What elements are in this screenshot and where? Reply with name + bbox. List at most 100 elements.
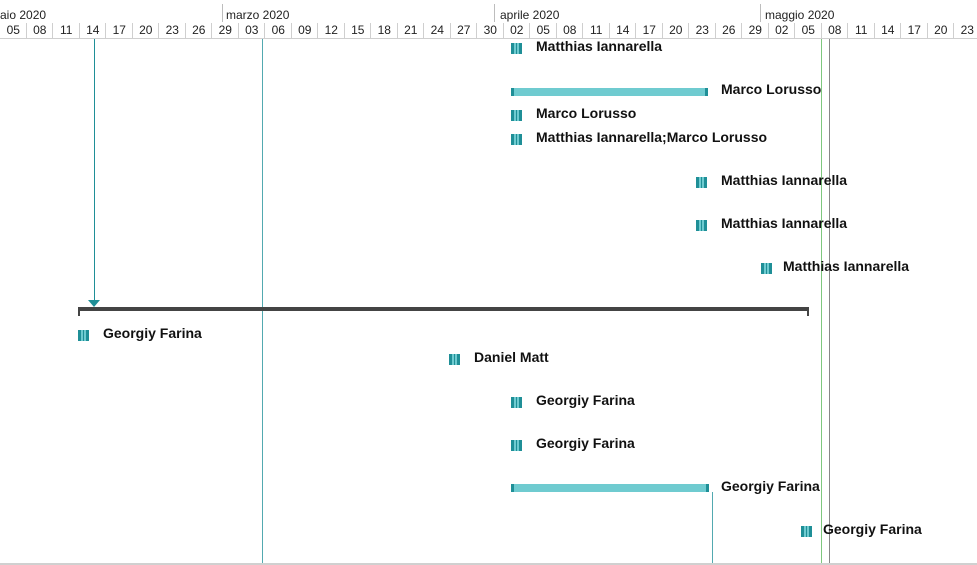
task-milestone-10[interactable] [511,440,522,451]
day-label: 14 [86,23,100,37]
day-separator [449,23,451,38]
task-label: Matthias Iannarella;Marco Lorusso [536,129,768,145]
day-label: 29 [218,23,232,37]
month-separator [494,4,495,22]
day-separator [423,23,424,38]
day-separator [847,23,848,38]
day-label: 29 [748,23,762,37]
day-separator [953,23,954,38]
task-milestone-11[interactable] [801,526,812,537]
day-separator [661,23,663,38]
summary-bar[interactable] [78,307,809,311]
month-separator [760,4,761,22]
day-separator [529,23,530,38]
day-separator [820,23,822,38]
day-separator [317,23,318,38]
task-label: Georgiy Farina [536,435,635,451]
day-label: 30 [483,23,497,37]
day-label: 05 [6,23,20,37]
day-label: 02 [775,23,789,37]
task-label: Marco Lorusso [721,81,822,97]
month-label: aprile 2020 [500,8,560,22]
day-separator [555,23,557,38]
day-separator [290,23,292,38]
summary-bar-start-cap [78,309,80,316]
today-marker-icon [88,300,100,307]
gridline-marzo [262,39,263,565]
day-label: 11 [60,23,73,37]
day-label: 20 [934,23,948,37]
day-label: 26 [722,23,736,37]
task-milestone-7[interactable] [78,330,89,341]
day-label: 11 [855,23,868,37]
day-separator [741,23,742,38]
day-label: 03 [245,23,259,37]
day-separator [794,23,795,38]
day-label: 23 [960,23,974,37]
day-label: 20 [669,23,683,37]
month-separator [222,4,223,22]
day-separator [767,23,769,38]
day-separator [476,23,477,38]
day-label: 02 [510,23,524,37]
day-separator [688,23,689,38]
day-separator [52,23,53,38]
day-separator [714,23,716,38]
day-separator [370,23,371,38]
marker-line-2 [829,39,830,565]
day-label: 11 [590,23,603,37]
day-label: 15 [351,23,365,37]
day-separator [502,23,504,38]
task-milestone-9[interactable] [511,397,522,408]
day-separator [608,23,610,38]
marker-line-1 [821,39,822,565]
day-label: 06 [271,23,285,37]
day-separator [158,23,159,38]
day-separator [25,23,27,38]
day-label: 23 [165,23,179,37]
day-label: 17 [112,23,126,37]
header-divider [0,38,977,39]
task-milestone-4[interactable] [696,177,707,188]
day-label: 23 [695,23,709,37]
month-label: marzo 2020 [226,8,290,22]
day-label: 05 [536,23,550,37]
day-label: 26 [192,23,206,37]
day-separator [211,23,212,38]
task-milestone-8[interactable] [449,354,460,365]
task-label: Matthias Iannarella [721,172,848,188]
day-separator [105,23,106,38]
day-separator [926,23,928,38]
task-milestone-3[interactable] [511,134,522,145]
task-milestone-5[interactable] [696,220,707,231]
day-separator [873,23,875,38]
task-bar-2[interactable] [511,484,709,492]
day-label: 17 [907,23,921,37]
day-label: 24 [430,23,444,37]
task-milestone-6[interactable] [761,263,772,274]
month-label: maggio 2020 [765,8,835,22]
day-separator [635,23,636,38]
day-label: 20 [139,23,153,37]
today-line [94,39,95,302]
day-separator [237,23,239,38]
day-label: 17 [642,23,656,37]
task-milestone-2[interactable] [511,110,522,121]
day-label: 09 [298,23,312,37]
task-label: Daniel Matt [474,349,549,365]
day-separator [184,23,186,38]
day-label: 12 [324,23,338,37]
task-label: Georgiy Farina [536,392,635,408]
task-label: Georgiy Farina [823,521,922,537]
day-label: 14 [881,23,895,37]
task-label: Matthias Iannarella [536,38,663,54]
task-bar-1[interactable] [511,88,708,96]
day-separator [131,23,133,38]
day-separator [264,23,265,38]
task-label: Matthias Iannarella [721,215,848,231]
task-milestone-1[interactable] [511,43,522,54]
day-label: 05 [801,23,815,37]
day-separator [78,23,80,38]
month-label: aio 2020 [0,8,47,22]
